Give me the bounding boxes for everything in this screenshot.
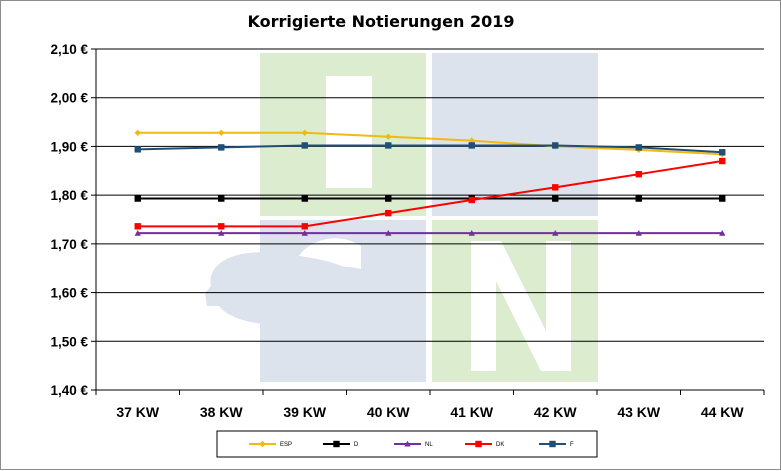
y-tick-label: 1,90 € (50, 139, 88, 154)
gridlines (96, 48, 764, 391)
data-point-f (552, 142, 559, 149)
data-point-nl (552, 229, 559, 236)
x-tick-label: 43 KW (617, 404, 661, 420)
data-point-d (385, 195, 392, 202)
legend-marker-f (549, 440, 556, 448)
series-nl (134, 229, 726, 236)
data-point-dk (468, 196, 475, 204)
x-tick-labels: 37 KW 38 KW 39 KW 40 KW 41 KW 42 KW 43 KW 44 KW (116, 404, 744, 420)
y-tick-label: 1,80 € (50, 188, 88, 203)
data-point-dk (635, 170, 642, 178)
y-tick-label: 2,10 € (50, 42, 88, 57)
data-point-nl (635, 229, 642, 236)
data-point-f (719, 149, 726, 156)
x-tick-label: 37 KW (116, 404, 160, 420)
series-line-dk (137, 160, 723, 228)
data-point-nl (301, 229, 308, 236)
data-point-d (635, 195, 642, 202)
axes (91, 48, 765, 395)
data-point-d (552, 195, 559, 202)
series-esp (134, 129, 726, 158)
data-point-d (719, 195, 726, 202)
legend-label-d: D (354, 442, 359, 448)
x-tick-label: 38 KW (200, 404, 244, 420)
legend-marker-d (333, 440, 340, 448)
legend-marker-nl (404, 440, 411, 447)
data-point-nl (385, 229, 392, 236)
y-tick-label: 1,40 € (50, 383, 88, 398)
data-point-nl (218, 229, 225, 236)
data-point-dk (719, 157, 726, 165)
watermark-letter-i (326, 76, 372, 188)
watermark-block-tr (432, 53, 598, 216)
data-point-f (218, 144, 225, 151)
legend-label-f: F (570, 442, 574, 448)
x-tick-label: 44 KW (701, 404, 745, 420)
data-point-d (218, 195, 225, 202)
data-point-esp (301, 129, 308, 136)
data-point-f (134, 146, 141, 153)
data-point-esp (218, 129, 225, 136)
legend-marker-esp (259, 440, 266, 448)
series-f (134, 142, 726, 156)
series-line-esp (137, 131, 723, 156)
data-point-dk (552, 184, 559, 191)
data-point-nl (134, 229, 141, 236)
watermark-pig-icon (205, 252, 374, 341)
data-point-f (635, 144, 642, 151)
data-point-dk (301, 223, 308, 230)
y-tick-label: 1,70 € (50, 237, 88, 252)
data-point-f (468, 142, 475, 149)
x-tick-label: 39 KW (283, 404, 327, 420)
x-tick-label: 41 KW (450, 404, 494, 420)
x-tick-label: 40 KW (367, 404, 411, 420)
isn-watermark-logo (205, 53, 598, 382)
data-point-f (301, 142, 308, 149)
legend-label-dk: DK (496, 442, 504, 448)
data-point-f (385, 142, 392, 149)
x-tick-label: 42 KW (534, 404, 578, 420)
data-point-esp (468, 137, 475, 144)
series-d (134, 195, 726, 202)
y-tick-label: 1,50 € (50, 334, 88, 349)
legend-label-esp: ESP (280, 442, 292, 448)
watermark-letter-n (471, 241, 571, 371)
data-point-dk (218, 223, 225, 230)
data-point-nl (719, 229, 726, 236)
legend: ESP D NL DK F (216, 430, 598, 458)
data-point-dk (134, 223, 141, 230)
data-point-nl (468, 229, 475, 236)
legend-label-nl: NL (425, 442, 433, 448)
y-tick-label: 2,00 € (50, 91, 88, 106)
series-dk (134, 157, 726, 230)
series-line-f (137, 144, 723, 154)
series-group (134, 129, 726, 236)
chart-title: Korrigierte Notierungen 2019 (248, 12, 515, 31)
legend-marker-dk (475, 440, 482, 448)
data-point-esp (134, 129, 141, 136)
data-point-dk (385, 209, 392, 217)
y-tick-labels: 2,10 € 2,00 € 1,90 € 1,80 € 1,70 € 1,60 € 1,50… (50, 42, 88, 398)
y-tick-label: 1,60 € (50, 286, 88, 301)
data-point-esp (385, 133, 392, 140)
data-point-d (301, 195, 308, 202)
data-point-d (134, 195, 141, 202)
